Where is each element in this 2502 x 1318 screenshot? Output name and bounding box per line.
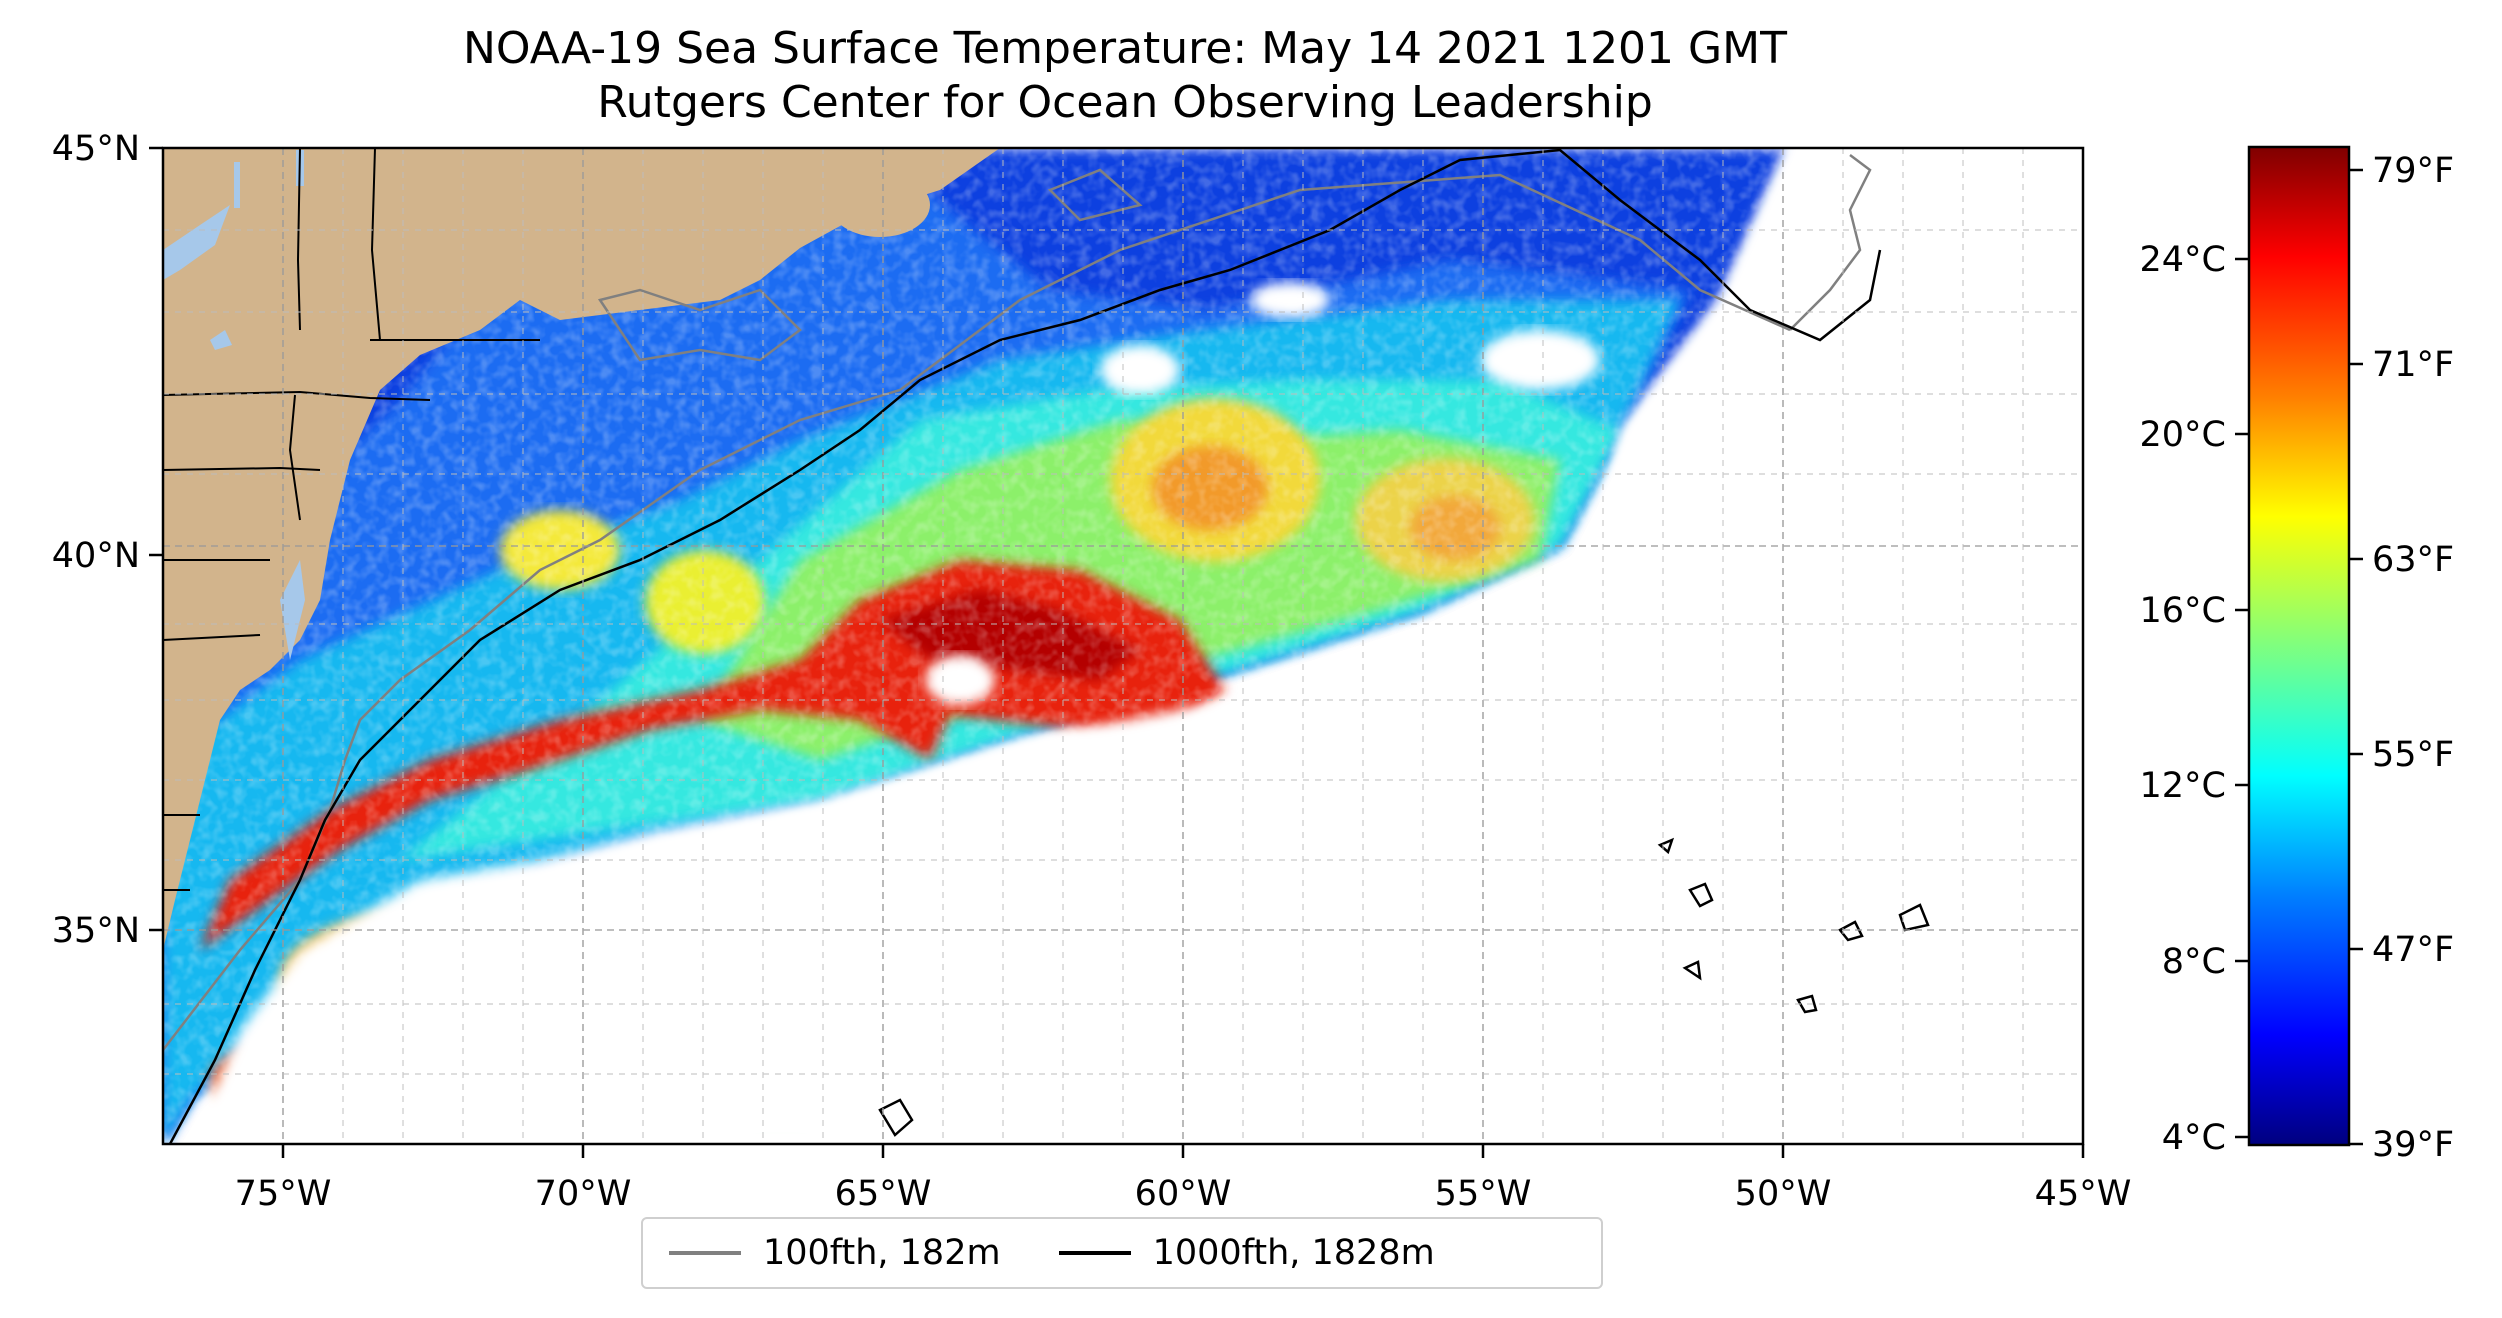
title-line-1: NOAA-19 Sea Surface Temperature: May 14 … xyxy=(463,23,1787,74)
lat-tick-label: 45°N xyxy=(52,129,140,169)
isobath-1000fth xyxy=(168,148,1930,1144)
legend-line-black xyxy=(1058,1251,1131,1255)
legend-label: 1000fth, 1828m xyxy=(1152,1233,1435,1273)
lat-tick-label: 40°N xyxy=(52,536,140,576)
fahrenheit-tick-label: 79°F xyxy=(2372,151,2454,191)
legend-item-100fth: 100fth, 182m xyxy=(669,1233,1001,1273)
title-line-2: Rutgers Center for Ocean Observing Leade… xyxy=(597,77,1653,128)
celsius-tick-label: 8°C xyxy=(2162,942,2226,982)
celsius-tick-label: 24°C xyxy=(2140,240,2226,280)
land-mass xyxy=(163,148,1000,950)
lon-tick-label: 75°W xyxy=(235,1174,332,1214)
fahrenheit-tick-label: 55°F xyxy=(2372,735,2454,775)
celsius-tick-label: 20°C xyxy=(2140,415,2226,455)
fahrenheit-tick-label: 47°F xyxy=(2372,930,2454,970)
state-borders xyxy=(163,148,540,891)
celsius-tick-label: 16°C xyxy=(2140,591,2226,631)
map-title: NOAA-19 Sea Surface Temperature: May 14 … xyxy=(160,22,2090,130)
lon-tick-label: 60°W xyxy=(1135,1174,1232,1214)
lon-tick-label: 70°W xyxy=(535,1174,632,1214)
isobath-100fth xyxy=(163,154,1872,1051)
colorbar: 24°C 20°C 16°C 12°C 8°C 4°C 79°F 71°F 63… xyxy=(2140,145,2454,1165)
map-frame xyxy=(161,146,2085,1146)
fahrenheit-tick-label: 39°F xyxy=(2372,1125,2454,1165)
lon-tick-label: 55°W xyxy=(1435,1174,1532,1214)
axis-ticks xyxy=(149,146,2085,1158)
celsius-tick-label: 12°C xyxy=(2140,766,2226,806)
fahrenheit-tick-label: 63°F xyxy=(2372,540,2454,580)
lon-tick-label: 45°W xyxy=(2035,1174,2132,1214)
legend-item-1000fth: 1000fth, 1828m xyxy=(1058,1233,1435,1273)
contour-legend: 100fth, 182m 1000fth, 1828m xyxy=(641,1217,1603,1289)
legend-label: 100fth, 182m xyxy=(763,1233,1001,1273)
lat-tick-label: 35°N xyxy=(52,911,140,951)
map-area xyxy=(163,148,2083,1144)
fahrenheit-tick-label: 71°F xyxy=(2372,345,2454,385)
colorbar-gradient xyxy=(2247,145,2351,1147)
celsius-tick-label: 4°C xyxy=(2162,1118,2226,1158)
legend-line-gray xyxy=(669,1251,741,1255)
lon-tick-label: 65°W xyxy=(835,1174,932,1214)
lon-tick-label: 50°W xyxy=(1735,1174,1832,1214)
